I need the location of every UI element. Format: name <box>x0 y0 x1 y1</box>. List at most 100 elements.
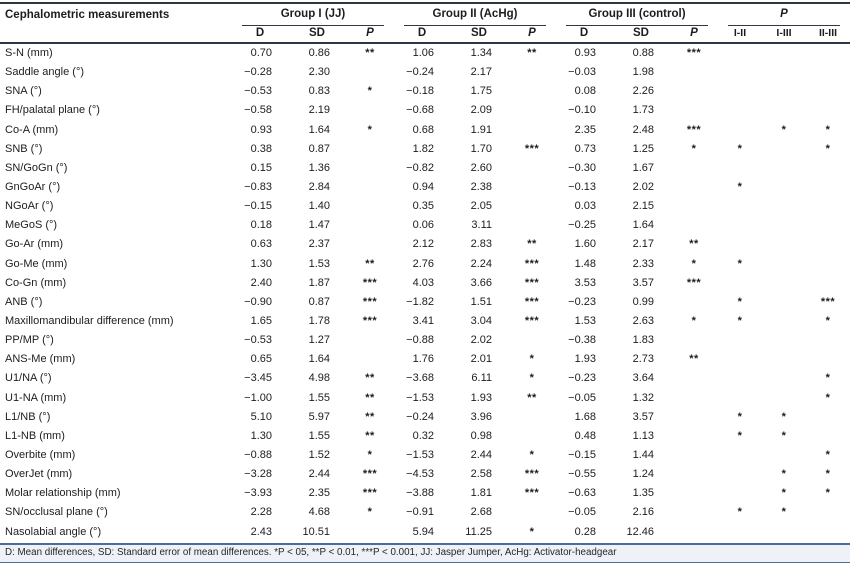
table-row: Go-Ar (mm) 0.63 2.37 2.12 2.83 ** 1.60 2.17 ** <box>0 235 850 254</box>
group1-d: −0.28 <box>244 66 272 79</box>
group2-sd: 0.98 <box>470 429 492 442</box>
p-i-ii <box>718 216 762 235</box>
p-i-ii <box>718 350 762 369</box>
group1-sd: 0.87 <box>308 295 330 308</box>
group2-sd: 1.81 <box>470 487 492 500</box>
group1-d: 2.40 <box>250 276 272 289</box>
group3-d: 1.48 <box>574 257 596 270</box>
table-row: Overbite (mm) −0.88 1.52 * −1.53 2.44 * −0.15 1.… <box>0 446 850 465</box>
group3-p <box>670 331 718 350</box>
table-body: S-N (mm) 0.70 0.86 ** 1.06 1.34 ** 0.93 0.88 *** S… <box>0 44 850 542</box>
group1-sd: 0.86 <box>308 47 330 59</box>
group1-sd: 1.52 <box>308 448 330 461</box>
group3-d: 1.53 <box>574 314 596 327</box>
group1-d: −3.93 <box>244 487 272 500</box>
measurement-label: L1-NB (mm) <box>5 429 65 442</box>
group2-d: 1.06 <box>412 47 434 59</box>
p-ii-iii: * <box>825 487 831 500</box>
measurement-label: MeGoS (°) <box>5 219 58 232</box>
group2-sd: 3.11 <box>471 219 492 232</box>
table-row: ANB (°) −0.90 0.87 *** −1.82 1.51 *** −0.23 0.99… <box>0 293 850 312</box>
group3-p: ** <box>689 353 699 366</box>
measurement-label: NGoAr (°) <box>5 200 54 213</box>
p-i-iii <box>762 159 806 178</box>
group3-d: 1.60 <box>574 238 596 251</box>
group2-p <box>508 159 556 178</box>
group1-sd-header: SD <box>309 27 325 39</box>
group2-sd: 1.93 <box>470 391 492 404</box>
measurement-label: Co-Gn (mm) <box>5 276 67 289</box>
p-i-iii <box>762 293 806 312</box>
p-i-ii <box>718 274 762 293</box>
p-i-ii <box>718 197 762 216</box>
group3-d: 0.73 <box>574 142 596 155</box>
group3-sd: 3.64 <box>632 372 654 385</box>
group2-d: −3.68 <box>406 372 434 385</box>
p-i-iii <box>762 274 806 293</box>
group3-sd: 2.63 <box>632 314 654 327</box>
group2-d: −0.82 <box>406 161 434 174</box>
group3-p <box>670 446 718 465</box>
measurement-label: U1/NA (°) <box>5 372 52 385</box>
measurement-label: OverJet (mm) <box>5 468 73 481</box>
group2-sd: 6.11 <box>471 372 492 385</box>
p-i-ii <box>718 446 762 465</box>
group1-d: −3.28 <box>244 468 272 481</box>
group2-d: −0.88 <box>406 334 434 347</box>
group3-sd: 2.26 <box>632 85 654 98</box>
table-row: U1-NA (mm) −1.00 1.55 ** −1.53 1.93 ** −0.05 1.3… <box>0 389 850 408</box>
group3-d: −0.15 <box>568 448 596 461</box>
group1-d: 0.65 <box>250 353 272 366</box>
table-row: L1-NB (mm) 1.30 1.55 ** 0.32 0.98 0.48 1.13 * * <box>0 427 850 446</box>
group2-d: −0.68 <box>406 104 434 117</box>
p-i-iii <box>762 197 806 216</box>
group1-d: 1.30 <box>250 429 272 442</box>
group1-p: * <box>367 123 373 136</box>
group2-d: −0.24 <box>406 410 434 423</box>
group1-d: −1.00 <box>244 391 272 404</box>
group2-sd: 3.04 <box>470 314 492 327</box>
group3-sd: 3.57 <box>632 410 654 423</box>
group1-sd: 1.47 <box>308 219 330 232</box>
group2-p <box>508 63 556 82</box>
group3-p: ** <box>689 238 699 251</box>
group2-sd: 3.96 <box>470 410 492 423</box>
p-ii-iii <box>806 523 850 542</box>
measurement-label: SNB (°) <box>5 142 43 155</box>
measurement-label: Overbite (mm) <box>5 448 76 461</box>
group2-sd: 1.34 <box>470 47 492 59</box>
group2-sd: 2.24 <box>470 257 492 270</box>
p-ii-iii: * <box>825 391 831 404</box>
p-ii-iii <box>806 503 850 522</box>
group1-sd: 1.55 <box>308 429 330 442</box>
p-i-ii: * <box>737 429 743 442</box>
group3-d: 0.48 <box>574 429 596 442</box>
group1-p: * <box>367 506 373 519</box>
group2-d: 3.41 <box>412 314 434 327</box>
header-spacer <box>0 24 232 43</box>
group1-sd: 1.64 <box>308 123 330 136</box>
p-i-ii: * <box>737 142 743 155</box>
group2-d: 5.94 <box>412 525 434 538</box>
group2-p <box>508 216 556 235</box>
group3-d: −0.05 <box>568 391 596 404</box>
table-row: Go-Me (mm) 1.30 1.53 ** 2.76 2.24 *** 1.48 2.33 *… <box>0 255 850 274</box>
p-i-ii <box>718 523 762 542</box>
group3-sd: 1.44 <box>632 448 654 461</box>
group2-sd: 2.09 <box>470 104 492 117</box>
group2-sd: 2.05 <box>470 200 492 213</box>
group1-sd: 1.36 <box>308 161 330 174</box>
group3-sd: 1.67 <box>632 161 654 174</box>
group2-d: 0.06 <box>412 219 434 232</box>
group3-p <box>670 293 718 312</box>
group3-p <box>670 216 718 235</box>
table-row: U1/NA (°) −3.45 4.98 ** −3.68 6.11 * −0.23 3.64 * <box>0 369 850 388</box>
group2-p: *** <box>524 142 540 155</box>
p-ii-iii <box>806 331 850 350</box>
group1-p <box>346 140 394 159</box>
group3-p: *** <box>686 123 702 136</box>
table-row: Molar relationship (mm) −3.93 2.35 *** −3.88… <box>0 484 850 503</box>
p-i-iii: * <box>781 506 787 519</box>
table-row: SN/occlusal plane (°) 2.28 4.68 * −0.91 2.68 −… <box>0 503 850 522</box>
p-i-iii: * <box>781 468 787 481</box>
